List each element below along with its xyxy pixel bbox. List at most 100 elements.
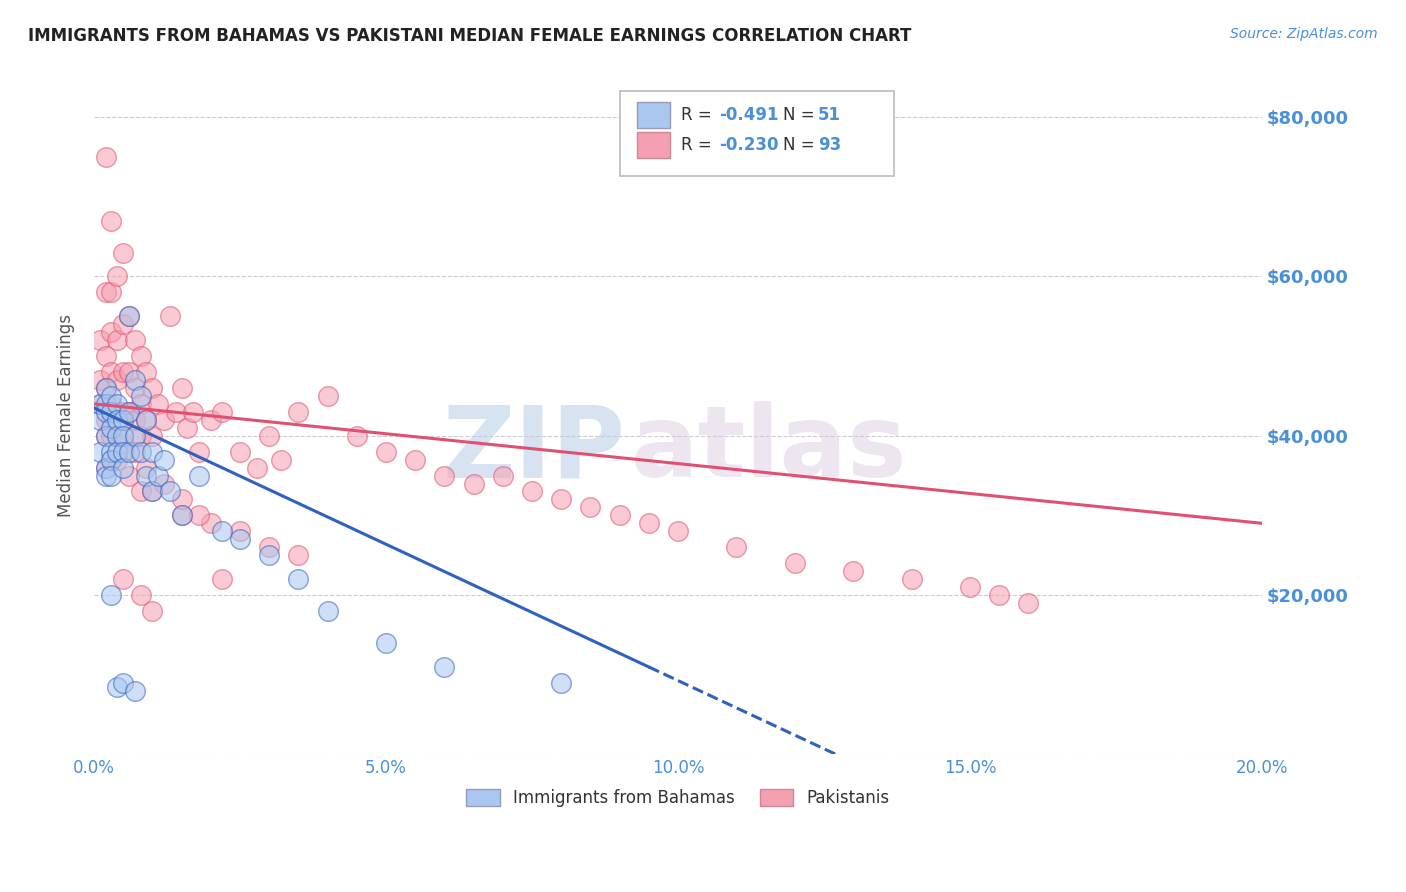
Point [100,588,122,602]
Point [211,572,233,586]
Text: atlas: atlas [631,401,908,498]
Point [988,588,1011,602]
Point [89,413,111,427]
Point [94,150,117,164]
Point [141,428,163,442]
Point [89,397,111,411]
Point [94,349,117,363]
Point [170,381,193,395]
Point [105,452,128,467]
Point [141,484,163,499]
Point [124,683,146,698]
Point [94,460,117,475]
Point [188,444,211,458]
Point [100,468,122,483]
Point [153,452,176,467]
Point [287,548,309,562]
Point [1017,596,1039,610]
Point [270,452,292,467]
Point [118,468,141,483]
Point [725,540,748,554]
Point [211,405,233,419]
Point [105,333,128,347]
Point [374,444,396,458]
Point [200,413,222,427]
Y-axis label: Median Female Earnings: Median Female Earnings [58,314,75,517]
Point [900,572,922,586]
Point [94,468,117,483]
Point [229,533,252,547]
Text: 51: 51 [818,105,841,124]
Point [105,413,128,427]
Point [433,659,456,673]
Point [135,468,157,483]
Point [105,397,128,411]
Point [129,444,152,458]
Point [229,524,252,539]
Point [100,452,122,467]
Point [94,397,117,411]
Point [257,540,280,554]
Point [112,572,135,586]
Point [287,572,309,586]
Point [118,405,141,419]
Text: -0.491: -0.491 [718,105,779,124]
Point [100,452,122,467]
Point [153,476,176,491]
Point [170,492,193,507]
Point [783,556,806,570]
Point [135,413,157,427]
Text: Source: ZipAtlas.com: Source: ZipAtlas.com [1230,27,1378,41]
Point [94,428,117,442]
Point [100,213,122,227]
Point [124,428,146,442]
Point [112,444,135,458]
Point [124,444,146,458]
Point [89,373,111,387]
Point [141,484,163,499]
Point [141,444,163,458]
Point [609,508,631,523]
Point [100,325,122,339]
Point [89,333,111,347]
Text: 93: 93 [818,136,841,154]
Point [153,413,176,427]
Point [100,285,122,300]
Point [135,460,157,475]
Point [141,381,163,395]
Point [666,524,689,539]
Point [211,524,233,539]
FancyBboxPatch shape [620,91,894,176]
Point [135,413,157,427]
Point [959,580,981,594]
Text: IMMIGRANTS FROM BAHAMAS VS PAKISTANI MEDIAN FEMALE EARNINGS CORRELATION CHART: IMMIGRANTS FROM BAHAMAS VS PAKISTANI MED… [28,27,911,45]
Point [287,405,309,419]
Point [170,508,193,523]
Point [105,444,128,458]
Point [124,333,146,347]
Point [141,604,163,618]
Point [129,428,152,442]
Point [124,413,146,427]
Point [94,413,117,427]
FancyBboxPatch shape [637,132,669,158]
Point [105,269,128,284]
Point [94,381,117,395]
Point [112,428,135,442]
Point [100,389,122,403]
Point [842,564,865,578]
Text: N =: N = [783,105,820,124]
FancyBboxPatch shape [637,102,669,128]
Point [550,675,572,690]
Point [374,636,396,650]
Point [118,310,141,324]
Point [118,365,141,379]
Point [246,460,269,475]
Point [89,397,111,411]
Point [188,468,211,483]
Point [637,516,659,531]
Point [129,588,152,602]
Point [129,397,152,411]
Point [105,680,128,694]
Point [188,508,211,523]
